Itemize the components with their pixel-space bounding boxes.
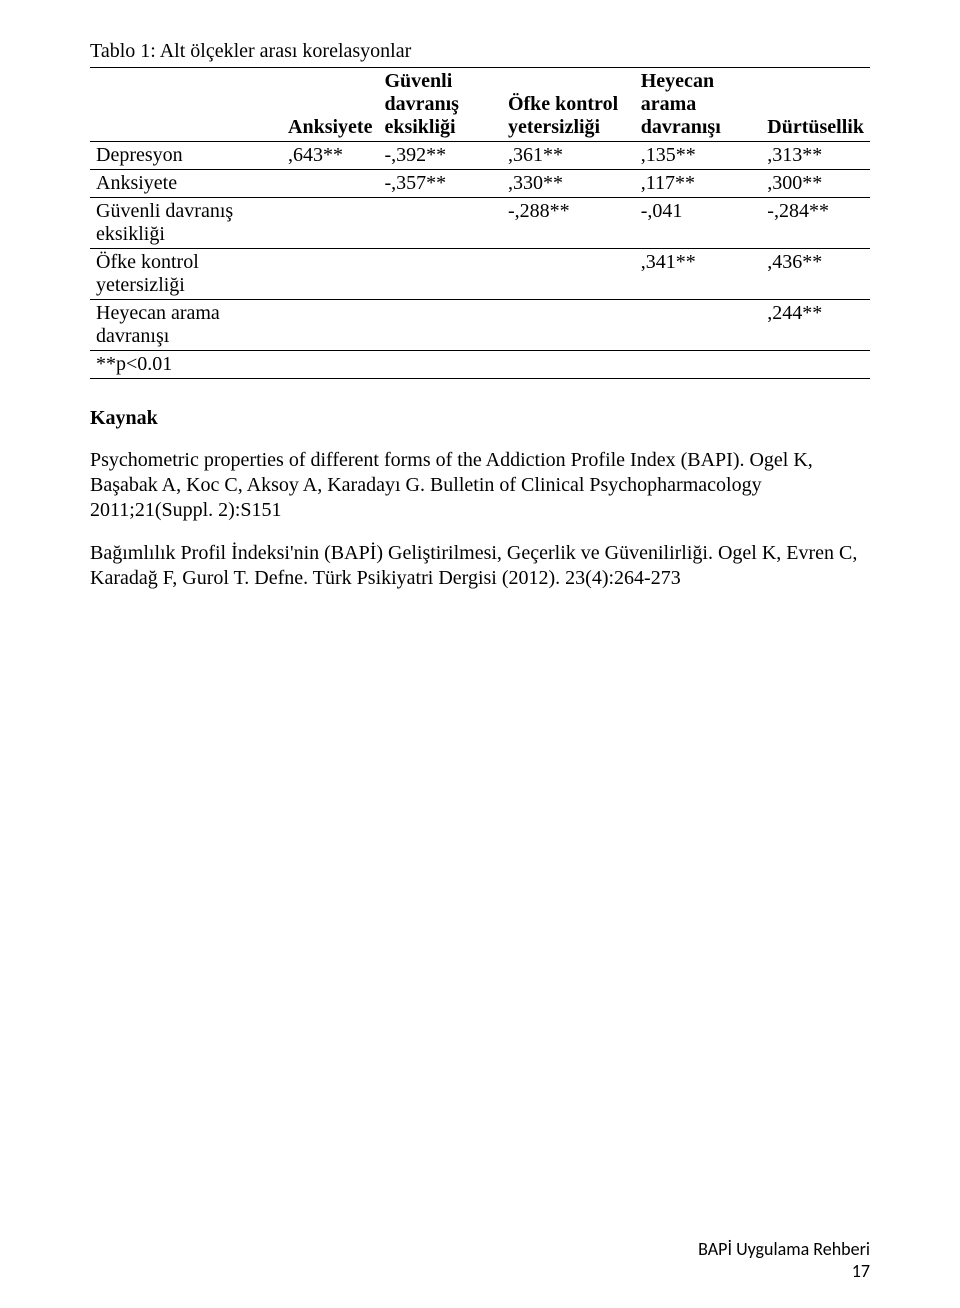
footer-title: BAPİ Uygulama Rehberi (698, 1238, 870, 1260)
table-cell (502, 351, 635, 379)
table-cell: ,643** (282, 142, 378, 170)
table-header-cell: Dürtüsellik (761, 68, 870, 142)
row-label: Anksiyete (90, 170, 282, 198)
table-cell (378, 198, 501, 249)
reference-2: Bağımlılık Profil İndeksi'nin (BAPİ) Gel… (90, 541, 870, 591)
correlation-table: Anksiyete Güvenli davranış eksikliği Öfk… (90, 67, 870, 379)
table-header-cell: Anksiyete (282, 68, 378, 142)
table-row: Güvenli davranış eksikliği -,288** -,041… (90, 198, 870, 249)
table-cell (635, 300, 762, 351)
table-cell: ,313** (761, 142, 870, 170)
reference-1: Psychometric properties of different for… (90, 448, 870, 523)
table-cell: ,244** (761, 300, 870, 351)
table-header-cell: Heyecan arama davranışı (635, 68, 762, 142)
table-row: Anksiyete -,357** ,330** ,117** ,300** (90, 170, 870, 198)
table-cell (282, 170, 378, 198)
table-cell (502, 300, 635, 351)
table-cell: -,041 (635, 198, 762, 249)
table-cell: -,392** (378, 142, 501, 170)
p-value-note: **p<0.01 (90, 351, 282, 379)
table-cell: -,288** (502, 198, 635, 249)
document-page: Tablo 1: Alt ölçekler arası korelasyonla… (0, 0, 960, 1308)
table-header-cell: Güvenli davranış eksikliği (378, 68, 501, 142)
table-cell: ,361** (502, 142, 635, 170)
row-label: Öfke kontrol yetersizliği (90, 249, 282, 300)
table-cell (761, 351, 870, 379)
table-caption: Tablo 1: Alt ölçekler arası korelasyonla… (90, 40, 870, 63)
table-header-cell (90, 68, 282, 142)
footer-page-number: 17 (698, 1260, 870, 1282)
table-cell: ,436** (761, 249, 870, 300)
page-footer: BAPİ Uygulama Rehberi 17 (698, 1238, 870, 1282)
table-row: Öfke kontrol yetersizliği ,341** ,436** (90, 249, 870, 300)
table-header-row: Anksiyete Güvenli davranış eksikliği Öfk… (90, 68, 870, 142)
table-cell (378, 249, 501, 300)
table-cell (282, 198, 378, 249)
table-cell (502, 249, 635, 300)
table-cell: -,284** (761, 198, 870, 249)
table-row: Depresyon ,643** -,392** ,361** ,135** ,… (90, 142, 870, 170)
table-cell: ,135** (635, 142, 762, 170)
table-cell (282, 300, 378, 351)
table-cell (378, 300, 501, 351)
table-row: Heyecan arama davranışı ,244** (90, 300, 870, 351)
table-cell (282, 351, 378, 379)
table-note-row: **p<0.01 (90, 351, 870, 379)
table-cell: ,300** (761, 170, 870, 198)
row-label: Depresyon (90, 142, 282, 170)
source-heading: Kaynak (90, 407, 870, 430)
row-label: Heyecan arama davranışı (90, 300, 282, 351)
table-cell: ,330** (502, 170, 635, 198)
row-label: Güvenli davranış eksikliği (90, 198, 282, 249)
table-cell: -,357** (378, 170, 501, 198)
table-cell (282, 249, 378, 300)
table-cell (378, 351, 501, 379)
table-cell: ,341** (635, 249, 762, 300)
table-header-cell: Öfke kontrol yetersizliği (502, 68, 635, 142)
table-cell (635, 351, 762, 379)
table-cell: ,117** (635, 170, 762, 198)
